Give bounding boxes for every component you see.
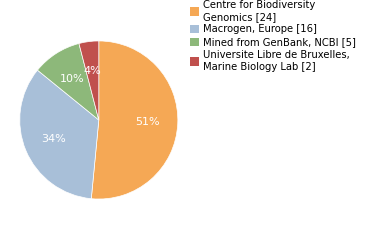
Wedge shape — [20, 70, 99, 199]
Wedge shape — [91, 41, 178, 199]
Text: 4%: 4% — [84, 66, 101, 76]
Text: 51%: 51% — [135, 117, 160, 127]
Legend: Centre for Biodiversity
Genomics [24], Macrogen, Europe [16], Mined from GenBank: Centre for Biodiversity Genomics [24], M… — [190, 0, 356, 72]
Text: 34%: 34% — [41, 134, 66, 144]
Wedge shape — [38, 43, 99, 120]
Text: 10%: 10% — [60, 74, 85, 84]
Wedge shape — [79, 41, 99, 120]
